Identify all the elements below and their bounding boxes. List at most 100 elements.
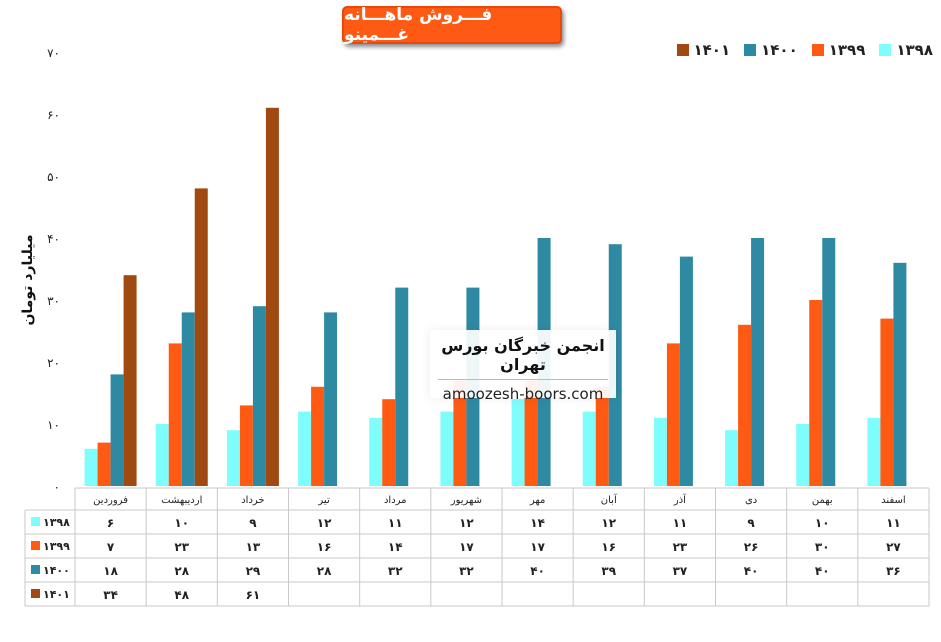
x-tick-label: خرداد — [241, 495, 264, 506]
bar — [168, 343, 182, 486]
bar — [97, 442, 111, 486]
bar — [298, 411, 312, 486]
bar — [382, 399, 396, 486]
bar — [324, 312, 338, 486]
bar — [867, 417, 881, 486]
data-label: ۶ — [107, 516, 114, 530]
bar — [311, 386, 325, 486]
table-series-swatch — [31, 517, 40, 526]
table-series-name: ۱۴۰۰ — [43, 564, 70, 577]
x-tick-label: تیر — [317, 495, 330, 506]
data-label: ۴۰ — [815, 564, 830, 578]
legend: ۱۳۹۸ ۱۳۹۹ ۱۴۰۰ ۱۴۰۱ — [676, 40, 933, 60]
legend-item-0: ۱۳۹۸ — [879, 40, 933, 60]
data-label: ۲۹ — [246, 564, 261, 578]
y-tick-label: ۱۰ — [47, 418, 60, 432]
bar — [453, 380, 467, 486]
bar — [123, 275, 137, 486]
legend-swatch — [676, 44, 689, 56]
y-tick-label: ۷۰ — [47, 46, 60, 60]
x-tick-label: شهریور — [450, 495, 482, 506]
bar — [751, 238, 765, 486]
legend-label: ۱۴۰۱ — [693, 41, 731, 59]
data-label: ۲۷ — [886, 540, 901, 554]
bar — [893, 262, 907, 486]
x-tick-label: اسفند — [881, 495, 905, 506]
data-label: ۳۰ — [815, 540, 830, 554]
data-label: ۱۷ — [459, 540, 474, 554]
bar — [239, 405, 253, 486]
data-label: ۳۴ — [103, 588, 118, 602]
data-label: ۱۲ — [317, 516, 332, 530]
data-label: ۱۸ — [103, 564, 118, 578]
bar — [725, 430, 739, 486]
data-label: ۳۲ — [459, 564, 474, 578]
table-series-swatch — [31, 589, 40, 598]
legend-label: ۱۳۹۸ — [896, 41, 933, 59]
data-label: ۶۱ — [246, 588, 261, 602]
data-label: ۳۲ — [388, 564, 403, 578]
y-tick-label: ۰ — [54, 480, 60, 494]
y-tick-label: ۴۰ — [47, 232, 60, 246]
x-tick-label: اردیبهشت — [161, 495, 202, 506]
watermark: انجمن خبرگان بورس تهران amoozesh-boors.c… — [430, 330, 616, 403]
x-tick-label: دی — [745, 495, 757, 506]
data-label: ۲۳ — [174, 540, 189, 554]
bar — [194, 188, 208, 486]
legend-swatch — [744, 44, 757, 56]
data-label: ۹ — [747, 516, 755, 530]
bar — [595, 386, 609, 486]
x-tick-label: بهمن — [812, 495, 833, 506]
data-label: ۲۶ — [744, 540, 759, 554]
x-tick-label: فروردین — [93, 495, 128, 506]
table-series-name: ۱۳۹۹ — [43, 540, 70, 553]
bar — [440, 411, 454, 486]
data-label: ۲۳ — [673, 540, 688, 554]
legend-item-2: ۱۴۰۰ — [744, 40, 798, 60]
y-tick-label: ۲۰ — [47, 356, 60, 370]
data-label: ۱۱ — [673, 516, 688, 530]
bar — [155, 424, 169, 486]
data-label: ۱۳ — [246, 540, 261, 554]
data-label: ۱۱ — [886, 516, 901, 530]
bar — [666, 343, 680, 486]
watermark-line1: انجمن خبرگان بورس تهران — [441, 336, 605, 374]
legend-item-3: ۱۴۰۱ — [676, 40, 731, 60]
y-tick-label: ۶۰ — [47, 108, 60, 122]
bar — [653, 417, 667, 486]
bar — [822, 238, 836, 486]
bar — [679, 256, 693, 486]
legend-item-1: ۱۳۹۹ — [811, 40, 865, 60]
table-series-swatch — [31, 541, 40, 550]
bar — [226, 430, 240, 486]
data-label: ۴۰ — [744, 564, 759, 578]
legend-swatch — [879, 44, 892, 56]
bar — [738, 324, 752, 486]
bar — [511, 399, 525, 486]
bar — [252, 306, 266, 486]
bar — [524, 380, 538, 486]
data-label: ۱۴ — [388, 540, 403, 554]
x-tick-label: مرداد — [384, 495, 407, 506]
data-label: ۲۸ — [317, 564, 332, 578]
bar — [880, 318, 894, 486]
bar — [582, 411, 596, 486]
chart-title: فـــروش ماهـــانه غـــمینو — [342, 5, 562, 45]
x-tick-label: آذر — [673, 493, 687, 506]
data-label: ۴۰ — [530, 564, 545, 578]
bar — [809, 300, 823, 486]
data-label: ۱۰ — [815, 516, 830, 530]
data-label: ۳۹ — [601, 564, 616, 578]
watermark-divider — [438, 379, 608, 380]
data-label: ۱۲ — [601, 516, 616, 530]
y-tick-label: ۵۰ — [47, 170, 60, 184]
bar — [369, 417, 383, 486]
data-label: ۲۸ — [174, 564, 189, 578]
watermark-line2: amoozesh-boors.com — [442, 385, 604, 403]
table-series-swatch — [31, 565, 40, 574]
legend-swatch — [811, 44, 824, 56]
bar — [395, 287, 409, 486]
table-series-name: ۱۴۰۱ — [43, 588, 70, 601]
data-label: ۱۲ — [459, 516, 474, 530]
